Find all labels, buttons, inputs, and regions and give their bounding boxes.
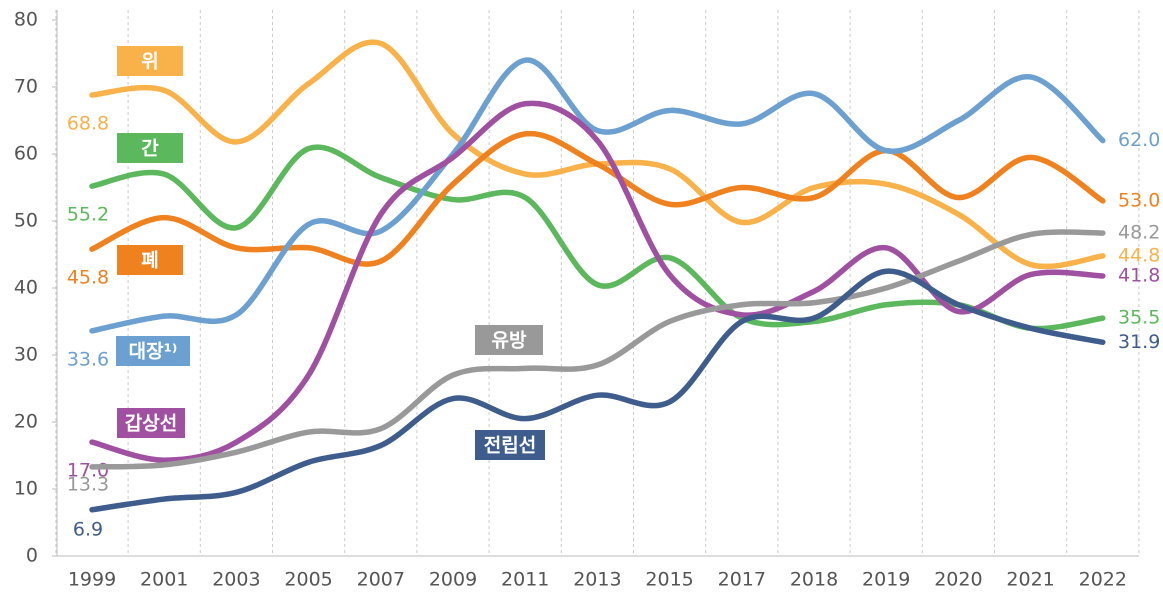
y-tick-label: 30 (14, 344, 38, 366)
legend-label: 유방 (492, 330, 527, 352)
y-tick-label: 80 (14, 9, 38, 31)
x-tick-label: 2009 (429, 569, 477, 591)
value-label: 68.8 (67, 113, 109, 135)
x-tick-label: 2019 (862, 569, 910, 591)
series-line (89, 57, 1106, 334)
series-name-box (117, 408, 185, 438)
value-label: 55.2 (67, 204, 109, 226)
x-tick-label: 2021 (1006, 569, 1054, 591)
legend-label: 폐 (141, 250, 158, 272)
value-label: 41.8 (1118, 264, 1160, 286)
series-line (89, 39, 1106, 270)
x-tick-label: 2013 (573, 569, 621, 591)
series-name-box (117, 46, 183, 76)
x-tick-label: 2018 (790, 569, 838, 591)
legend-label: 전립선 (484, 435, 536, 457)
series-name-box (116, 336, 190, 366)
y-tick-label: 40 (14, 277, 38, 299)
legend-label: 간 (141, 138, 159, 160)
series-name-box (117, 245, 183, 275)
x-tick-label: 1999 (68, 569, 116, 591)
series-name-box (475, 325, 543, 355)
series-line (89, 229, 1106, 470)
value-label: 13.3 (67, 473, 109, 495)
series-line (89, 268, 1106, 513)
y-tick-label: 10 (14, 478, 38, 500)
y-tick-label: 70 (14, 76, 38, 98)
series-line (89, 130, 1106, 267)
legend-label: 대장¹⁾ (129, 341, 178, 363)
value-label: 48.2 (1118, 222, 1160, 244)
x-tick-label: 2001 (140, 569, 188, 591)
legend-label: 갑상선 (125, 413, 177, 435)
x-tick-label: 2003 (212, 569, 260, 591)
x-tick-label: 2020 (934, 569, 982, 591)
value-label: 31.9 (1118, 331, 1160, 353)
x-tick-label: 2015 (645, 569, 693, 591)
series-name-box (117, 133, 183, 163)
x-tick-label: 2011 (501, 569, 549, 591)
y-tick-label: 20 (14, 411, 38, 433)
x-tick-label: 2022 (1079, 569, 1127, 591)
value-label: 45.8 (67, 267, 109, 289)
y-tick-label: 60 (14, 143, 38, 165)
x-tick-label: 2017 (718, 569, 766, 591)
y-tick-label: 50 (14, 210, 38, 232)
series-line (89, 144, 1106, 332)
value-label: 53.0 (1118, 189, 1160, 211)
value-label: 62.0 (1118, 129, 1160, 151)
x-tick-label: 2005 (284, 569, 332, 591)
value-label: 33.6 (67, 348, 109, 370)
value-label: 44.8 (1118, 244, 1160, 266)
y-tick-label: 0 (26, 545, 38, 567)
value-label: 6.9 (73, 518, 103, 540)
x-tick-label: 2007 (357, 569, 405, 591)
legend-label: 위 (141, 51, 158, 73)
value-label: 35.5 (1118, 307, 1160, 329)
series-name-box (475, 430, 545, 460)
